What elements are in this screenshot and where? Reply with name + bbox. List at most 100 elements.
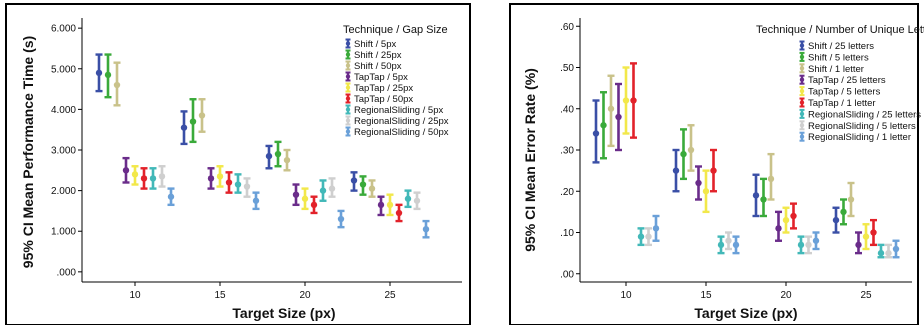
x-ticks-1: 10 15 20 25 [129,282,396,301]
legend-swatch [799,134,805,139]
x-tick-label: 10 [129,290,141,301]
mean-point [797,241,805,249]
legend-swatch [345,41,351,46]
mean-point [630,97,637,104]
series-group [622,66,870,251]
mean-point [243,183,251,190]
mean-point [832,216,840,224]
mean-point [149,175,157,182]
y-ticks-2: .60 .50 .40 .30 .20 .10 .00 [560,22,580,280]
mean-point [301,195,309,202]
mean-point [607,105,615,112]
legend-item: Shift / 50px [345,60,402,72]
legend-label: RegionalSliding / 5px [354,105,444,116]
mean-point [812,237,820,244]
legend-swatch [799,77,805,82]
mean-point [767,175,775,183]
legend-label: TapTap / 5 letters [808,87,881,98]
mean-point [252,197,260,204]
chart-frame-1 [5,3,471,325]
mean-point [862,233,870,240]
mean-point [422,226,430,233]
legend-label: RegionalSliding / 25px [354,116,449,127]
series-group [645,227,892,259]
legend-label: Shift / 25 letters [808,41,874,52]
legend-label: Shift / 5px [354,39,396,50]
mean-point [319,187,327,194]
mean-point [790,212,797,220]
y-tick-label: .40 [560,104,574,115]
y-tick-label: 5.000 [51,64,76,75]
mean-point [805,241,812,249]
y-tick-label: 2.000 [51,186,76,197]
series-group [158,165,421,211]
series-group [95,53,358,192]
legend-item: TapTap / 50px [345,93,413,105]
mean-point [885,249,892,257]
y-tick-label: 6.000 [51,24,76,35]
series-group [149,167,412,209]
series-group [122,156,385,217]
legend-label: TapTap / 25 letters [808,75,886,86]
legend-label: Shift / 1 letter [808,64,864,75]
legend-label: Shift / 5 letters [808,52,869,63]
mean-point [310,201,318,209]
mean-point [592,130,600,137]
y-tick-label: 1.000 [51,227,76,238]
legend-item: TapTap / 5 letters [799,86,881,98]
y-tick-label: .10 [560,228,574,239]
mean-point [725,237,732,244]
legend-item: Shift / 25px [345,49,402,61]
mean-point [600,122,607,129]
legend-swatch [345,63,351,68]
legend-swatch [799,88,805,94]
legend-label: TapTap / 25px [354,83,413,94]
series-group [607,74,855,218]
mean-point [637,233,645,240]
mean-point [359,181,367,188]
legend-swatch [799,123,805,128]
mean-point [645,233,652,240]
y-axis-label-1: 95% CI Mean Performance Time (s) [20,36,36,268]
series-group [140,167,403,223]
x-tick-label: 25 [384,290,396,301]
legend-swatch [799,43,805,48]
y-axis-label-2: 95% CI Mean Error Rate (%) [522,68,538,252]
y-tick-label: .50 [560,63,574,74]
y-tick-label: .60 [560,22,574,33]
legend-swatch [345,107,351,112]
legend-label: TapTap / 1 letter [808,98,876,109]
mean-point [265,152,273,160]
series-group [131,165,394,217]
mean-point [386,201,394,209]
legend-swatch [345,118,351,123]
mean-point [131,171,139,178]
series-group [104,53,367,196]
mean-point [752,192,760,199]
x-tick-label: 25 [860,290,872,301]
legend-label: Shift / 25px [354,50,402,61]
mean-point [622,97,630,104]
mean-point [615,113,622,121]
mean-point [368,185,376,192]
mean-point [892,245,900,253]
legend-item: RegionalSliding / 50px [345,126,449,138]
mean-point [680,150,687,158]
legend-item: TapTap / 25 letters [799,74,886,86]
legend-label: RegionalSliding / 50px [354,127,449,138]
mean-point [225,179,233,186]
y-tick-label: 4.000 [51,105,76,116]
mean-point [113,81,121,89]
mean-point [717,241,725,249]
legend-item: RegionalSliding / 1 letter [799,131,911,143]
x-axis-label-1: Target Size (px) [232,305,335,321]
y-tick-label: .20 [560,187,574,198]
series-group [592,99,840,234]
legend-swatch [799,111,805,117]
legend-item: Shift / 5px [345,38,396,50]
legend-label: TapTap / 50px [354,94,413,105]
y-tick-label: 3.000 [51,146,76,157]
x-ticks-2: 10 15 20 25 [620,282,872,301]
